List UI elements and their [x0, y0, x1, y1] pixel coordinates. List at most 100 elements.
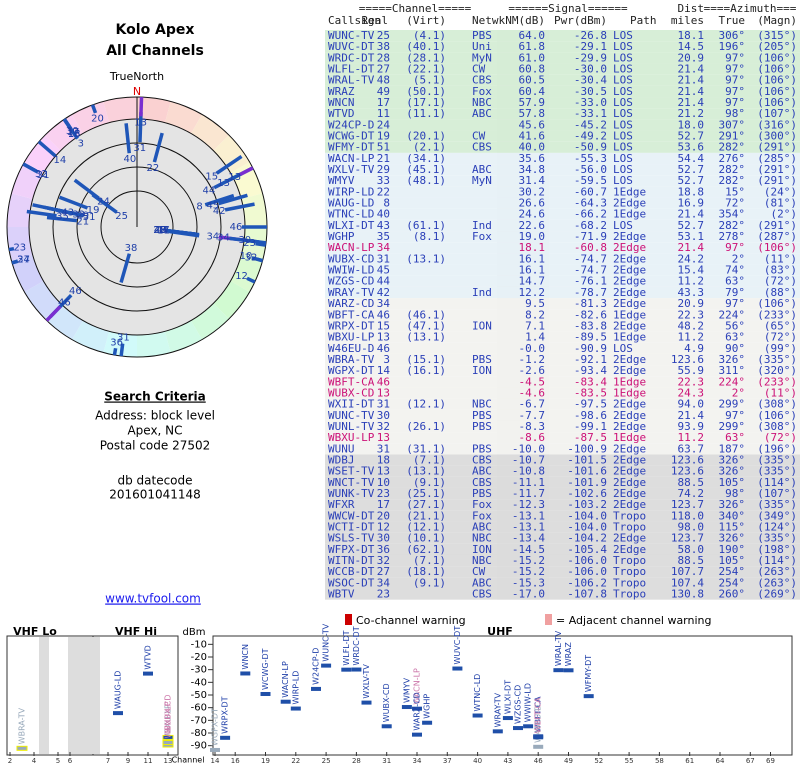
cell-real: 23	[377, 487, 390, 500]
cell-virt: (34.1)	[406, 152, 446, 165]
cell-true: 326°	[719, 532, 746, 545]
cell-pwr: -83.5	[574, 386, 607, 399]
cell-real: 17	[377, 498, 390, 511]
band-label: UHF	[487, 625, 513, 638]
cell-dist: 21.4	[678, 208, 705, 221]
cell-virt: (13.1)	[406, 252, 446, 265]
cell-callsign: WMYV	[328, 174, 355, 187]
station-channel: 11	[157, 226, 170, 237]
signal-callsign: W46EU-D	[534, 705, 543, 743]
cell-magn: (300°)	[757, 130, 797, 143]
cell-dist: 21.4	[678, 241, 705, 254]
column-header: Pwr(dBm)	[554, 14, 607, 27]
cell-pwr: -87.5	[574, 431, 607, 444]
cell-path: 2Edge	[613, 465, 646, 478]
cell-pwr: -74.7	[574, 264, 607, 277]
cell-virt: (12.1)	[406, 398, 446, 411]
cell-real: 17	[377, 96, 390, 109]
signal-callsign: WUNC-TV	[322, 623, 331, 661]
row-background	[325, 175, 800, 187]
column-header: Callsign	[328, 14, 381, 27]
station-channel: 23	[13, 243, 26, 254]
cell-path: 2Edge	[613, 532, 646, 545]
station-channel: 28	[153, 225, 166, 236]
cell-dist: 52.7	[678, 174, 705, 187]
signal-callsign: WACN-LP	[413, 668, 422, 705]
cell-nm: 8.2	[525, 308, 545, 321]
signal-callsign: WGHP	[423, 694, 432, 719]
cell-callsign: WBXU-LP	[328, 331, 375, 344]
cell-path: 2Edge	[613, 487, 646, 500]
cell-true: 260°	[719, 588, 746, 601]
cell-true: 291°	[719, 130, 746, 143]
cell-path: LOS	[613, 74, 633, 87]
column-header: NM(dB)	[505, 14, 545, 27]
band-label: VHF Lo	[13, 625, 57, 638]
site-link[interactable]: www.tvfool.com	[105, 592, 201, 606]
cell-nm: -4.6	[519, 386, 546, 399]
cell-virt: (16.1)	[406, 364, 446, 377]
cell-true: 278°	[719, 230, 746, 243]
cell-callsign: WFMY-DT	[328, 141, 375, 154]
cell-path: LOS	[613, 96, 633, 109]
cell-path: 2Edge	[613, 420, 646, 433]
cell-pwr: -103.2	[567, 498, 607, 511]
row-background	[325, 264, 800, 276]
station-spoke	[32, 203, 63, 213]
signal-bar	[563, 668, 574, 673]
column-header: (Magn)	[757, 14, 797, 27]
cell-magn: (11°)	[764, 386, 797, 399]
cell-callsign: WSET-TV	[328, 465, 375, 478]
station-channel: 22	[146, 163, 159, 174]
cell-real: 36	[377, 543, 390, 556]
station-channel: 27	[153, 225, 166, 236]
cell-real: 32	[377, 420, 390, 433]
station-spoke	[26, 209, 57, 218]
signal-callsign: WCWG-DT	[261, 648, 270, 690]
cell-virt: (21.1)	[406, 509, 446, 522]
signal-callsign: WRAZ	[564, 642, 573, 667]
cell-real: 30	[377, 409, 390, 422]
cell-magn: (106°)	[757, 51, 797, 64]
group-header: Dist	[678, 2, 705, 15]
cell-netwk: MyN	[472, 51, 492, 64]
cell-true: 254°	[719, 565, 746, 578]
cell-virt: (5.1)	[413, 74, 446, 87]
cell-pwr: -45.2	[574, 118, 607, 131]
cell-pwr: -102.6	[567, 487, 607, 500]
signal-bar	[583, 694, 594, 699]
cell-netwk: ION	[472, 543, 492, 556]
cell-true: 282°	[719, 163, 746, 176]
cell-netwk: Fox	[472, 85, 492, 98]
cell-true: 326°	[719, 353, 746, 366]
cell-true: 63°	[725, 275, 745, 288]
cell-dist: 11.2	[678, 331, 705, 344]
cell-pwr: -29.1	[574, 40, 607, 53]
cell-true: 340°	[719, 509, 746, 522]
cell-netwk: PBS	[472, 353, 492, 366]
cell-magn: (107°)	[757, 107, 797, 120]
cell-nm: -8.6	[519, 431, 546, 444]
cell-real: 48	[377, 74, 390, 87]
x-tick-label: 5	[56, 757, 60, 765]
signal-callsign: WBRA-TV	[18, 707, 27, 744]
cell-path: 2Edge	[613, 498, 646, 511]
y-tick-label: -90	[191, 741, 207, 752]
y-tick-label: -30	[191, 665, 207, 676]
station-table: =====Channel===== ======Signal====== Dist =…	[325, 2, 800, 601]
station-spoke	[224, 202, 255, 212]
signal-callsign: WBXU-LP	[164, 701, 173, 738]
north-label: TrueNorth	[109, 70, 164, 83]
cell-magn: (72°)	[764, 331, 797, 344]
cell-callsign: WLXI-DT	[328, 219, 375, 232]
signal-bar	[412, 732, 422, 737]
station-spoke	[215, 155, 243, 175]
cell-nm: -2.6	[519, 364, 546, 377]
cell-pwr: -105.4	[567, 543, 607, 556]
cell-virt: (25.1)	[406, 487, 446, 500]
row-background	[325, 320, 800, 332]
cell-callsign: WLFL-DT	[328, 63, 375, 76]
cell-dist: 24.3	[678, 386, 705, 399]
cell-dist: 52.7	[678, 130, 705, 143]
cell-nm: -15.2	[512, 565, 545, 578]
